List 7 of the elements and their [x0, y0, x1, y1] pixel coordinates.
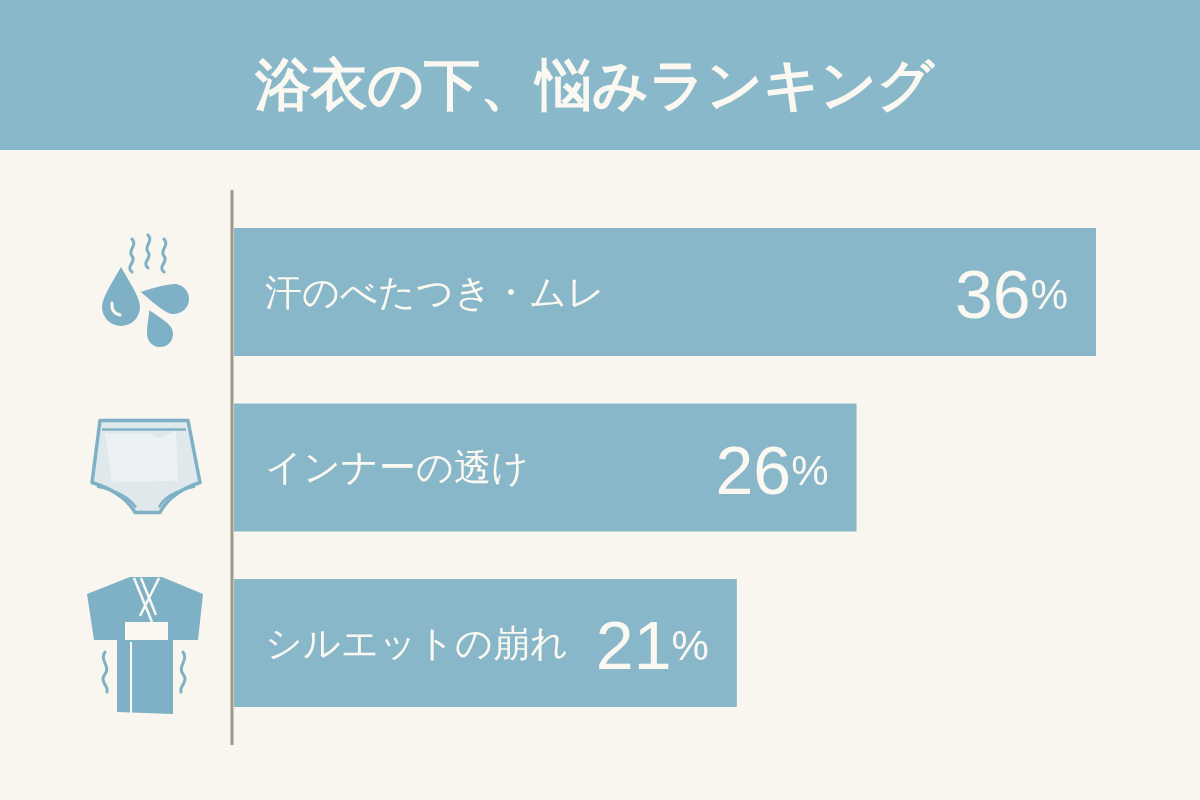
value-label: 21% — [595, 607, 709, 683]
category-label: インナーの透け — [265, 447, 529, 488]
value-label: 26% — [715, 431, 829, 508]
title: 浴衣の下、悩みランキング — [254, 52, 934, 116]
category-label: シルエットの崩れ — [265, 622, 568, 664]
category-label: 汗のべたつき・ムレ — [265, 271, 605, 313]
value-label: 36% — [955, 256, 1068, 332]
